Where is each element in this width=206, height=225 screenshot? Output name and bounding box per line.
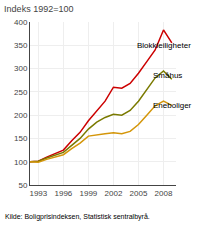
svg-text:1993: 1993 <box>29 189 47 198</box>
svg-text:150: 150 <box>14 134 28 143</box>
svg-text:50: 50 <box>18 181 27 190</box>
svg-text:Blokkleiligheter: Blokkleiligheter <box>137 41 191 50</box>
svg-text:350: 350 <box>14 41 28 50</box>
svg-text:Småhus: Småhus <box>153 71 182 80</box>
svg-text:1996: 1996 <box>54 189 72 198</box>
svg-text:2008: 2008 <box>155 189 173 198</box>
svg-text:2002: 2002 <box>105 189 123 198</box>
svg-text:Indeks 1992=100: Indeks 1992=100 <box>4 4 73 14</box>
svg-text:300: 300 <box>14 64 28 73</box>
svg-text:200: 200 <box>14 111 28 120</box>
svg-text:2005: 2005 <box>130 189 148 198</box>
svg-text:100: 100 <box>14 158 28 167</box>
svg-text:400: 400 <box>14 18 28 27</box>
svg-text:Eneboliger: Eneboliger <box>153 101 192 110</box>
svg-text:Kilde: Boligprisindeksen, Stat: Kilde: Boligprisindeksen, Statistisk sen… <box>5 213 150 221</box>
svg-text:250: 250 <box>14 88 28 97</box>
svg-text:1999: 1999 <box>80 189 98 198</box>
